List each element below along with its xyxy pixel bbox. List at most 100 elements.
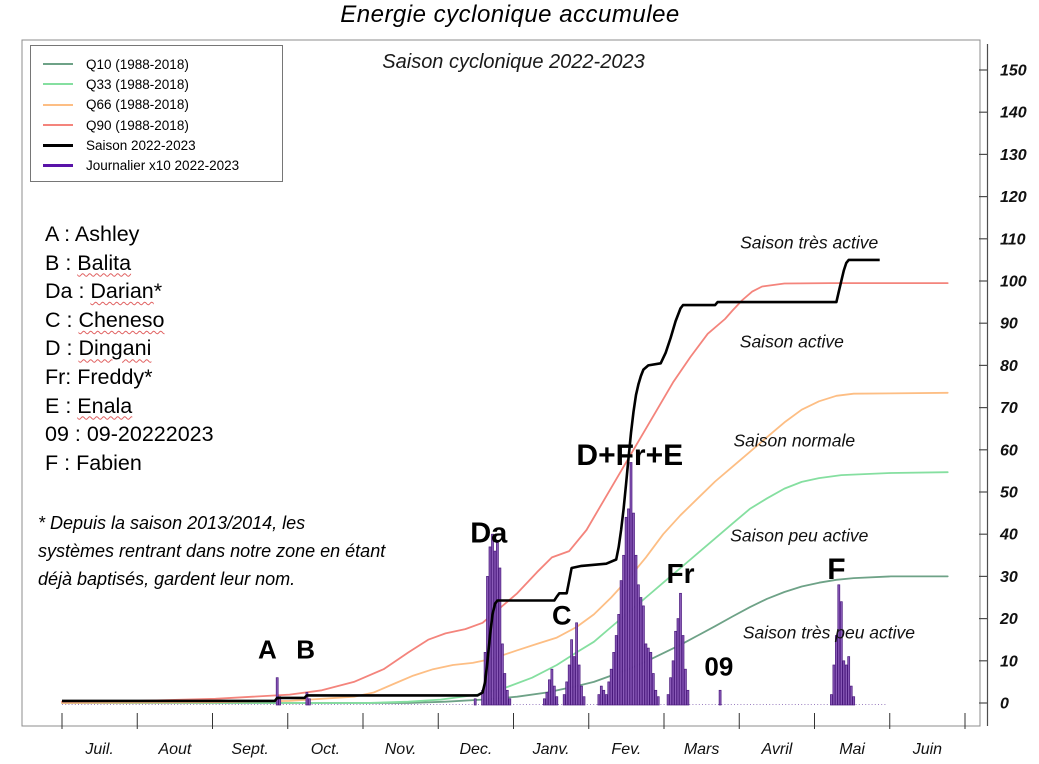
daily-bar — [681, 635, 685, 706]
daily-bar — [575, 622, 578, 706]
q66-line-swatch — [43, 103, 73, 106]
storm-key-line: B : Balita — [45, 250, 132, 275]
daily-bar — [832, 664, 836, 706]
daily-bar — [644, 643, 648, 706]
daily-bar — [308, 698, 311, 706]
daily-bar — [676, 618, 680, 706]
y-tick-label: 80 — [1000, 358, 1018, 375]
storm-name: Darian — [90, 279, 154, 304]
daily-bar — [669, 677, 672, 706]
storm-point-label: F — [827, 553, 846, 587]
daily-bar — [830, 694, 833, 706]
daily-bar — [651, 673, 655, 706]
daily-bar — [567, 664, 571, 706]
month-label: Oct. — [311, 741, 340, 758]
daily-bar — [508, 698, 512, 706]
daily-bar — [844, 664, 848, 706]
y-tick-label: 60 — [1000, 442, 1018, 459]
storm-key-line: A : Ashley — [45, 222, 140, 246]
q33-line-swatch — [43, 83, 73, 86]
daily-bar — [624, 516, 628, 706]
storm-point-label: B — [296, 634, 316, 665]
storm-key-line: D : Dingani — [45, 336, 152, 361]
daily-bar — [275, 677, 279, 706]
daily-bar — [473, 698, 477, 706]
daily-bar — [627, 508, 630, 706]
daily-bar — [543, 698, 546, 706]
y-tick-label: 140 — [1000, 105, 1027, 122]
q90-line-swatch — [43, 124, 73, 127]
legend-box: Q10 (1988-2018) Q33 (1988-2018) Q66 (1988-… — [30, 45, 283, 182]
plot-box — [21, 39, 981, 727]
q90-curve — [61, 282, 949, 703]
saison-line-swatch — [43, 143, 73, 147]
saison-curve — [62, 258, 880, 703]
daily-bar — [646, 647, 650, 706]
storm-key-line: C : Cheneso — [45, 307, 165, 332]
region-label: Saison active — [739, 331, 844, 352]
legend-item-q10: Q10 (1988-2018) — [43, 54, 282, 74]
y-tick-label: 120 — [1000, 189, 1027, 206]
storm-name: Balita — [77, 250, 132, 275]
storm-name: Freddy — [77, 364, 145, 389]
daily-bar — [599, 685, 603, 706]
daily-bar — [654, 689, 658, 706]
daily-bar — [597, 694, 601, 706]
y-tick-label: 10 — [1000, 653, 1018, 670]
storm-name: Fabien — [76, 450, 142, 475]
daily-bar — [548, 679, 551, 706]
month-label: Fev. — [611, 741, 641, 758]
storm-point-label: D+Fr+E — [576, 439, 684, 473]
daily-bar — [496, 542, 499, 706]
legend-item-q90: Q90 (1988-2018) — [43, 115, 282, 135]
daily-bar — [679, 592, 682, 706]
daily-bar — [684, 668, 687, 706]
daily-bar — [629, 462, 633, 706]
daily-bar — [852, 696, 856, 706]
daily-bar — [602, 689, 606, 706]
daily-bar — [550, 668, 554, 706]
legend-item-journalier: Journalier x10 2022-2023 — [43, 155, 282, 175]
daily-bar — [607, 681, 611, 706]
daily-bar — [637, 584, 640, 706]
daily-bar — [639, 597, 643, 706]
q10-line-swatch — [43, 63, 73, 66]
storm-point-label: C — [551, 600, 572, 631]
daily-bar — [671, 660, 675, 706]
storm-name: Dingani — [78, 336, 152, 361]
storm-point-label: 09 — [704, 651, 734, 682]
daily-bar — [656, 696, 660, 706]
month-label: Juin — [912, 741, 942, 758]
storm-name: 09-20222023 — [86, 422, 214, 447]
daily-bar — [545, 692, 549, 706]
daily-bar — [718, 689, 722, 706]
y-tick-label: 20 — [999, 611, 1018, 628]
daily-bar — [552, 685, 556, 706]
legend-label: Q90 (1988-2018) — [86, 117, 189, 133]
daily-bar — [649, 652, 653, 706]
footnote: * Depuis la saison 2013/2014, les systèm… — [38, 513, 386, 589]
y-tick-label: 70 — [1000, 400, 1018, 417]
legend-label: Q33 (1988-2018) — [86, 76, 189, 92]
storm-key-line: E : Enala — [45, 393, 133, 418]
storm-key-line: 09 : 09-20222023 — [45, 422, 214, 447]
daily-bar — [604, 694, 608, 706]
daily-bar — [503, 673, 507, 706]
legend-label: Q66 (1988-2018) — [86, 97, 189, 113]
daily-bar — [562, 694, 566, 706]
daily-bar — [849, 685, 853, 706]
daily-bar — [666, 694, 670, 706]
legend-item-saison: Saison 2022-2023 — [43, 135, 282, 155]
storm-key-line: F : Fabien — [45, 450, 142, 475]
storm-name: Cheneso — [78, 307, 165, 332]
daily-bar — [642, 605, 645, 706]
storm-point-label: Da — [470, 517, 508, 550]
legend-label: Saison 2022-2023 — [86, 137, 196, 153]
daily-bar — [614, 635, 618, 706]
daily-bar — [612, 652, 616, 706]
y-tick-label: 90 — [1000, 316, 1018, 333]
y-tick-label: 130 — [1000, 147, 1027, 164]
daily-bar — [555, 696, 559, 706]
y-tick-label: 0 — [1000, 696, 1009, 713]
